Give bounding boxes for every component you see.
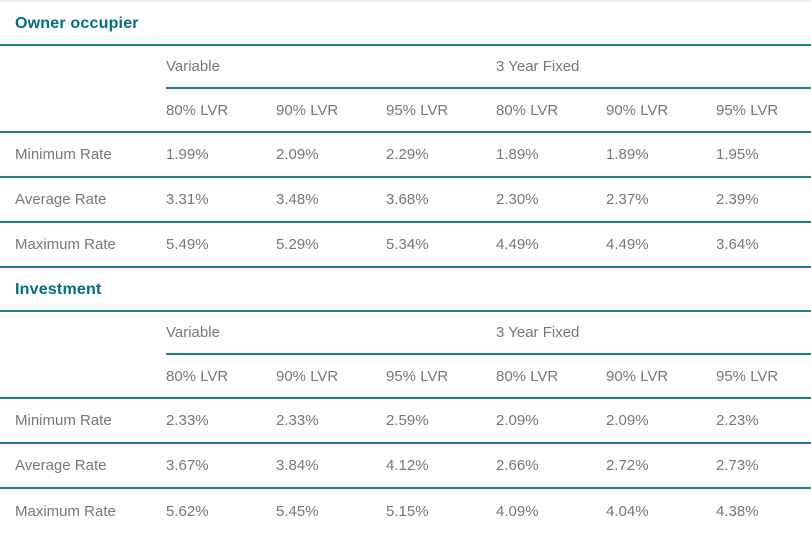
rate-value: 1.99%	[166, 146, 209, 163]
table-row-average-rate: Average Rate 3.31% 3.48% 3.68% 2.30% 2.3…	[0, 178, 811, 223]
rate-value: 3.64%	[716, 236, 759, 253]
rate-value: 4.49%	[496, 236, 539, 253]
group-header-3-year-fixed: 3 Year Fixed	[496, 312, 811, 355]
column-header-spacer	[0, 355, 166, 397]
rate-value: 2.37%	[606, 191, 649, 208]
rate-value: 2.09%	[606, 412, 649, 429]
column-header-fixed-95-lvr: 95% LVR	[716, 367, 779, 385]
rate-value: 4.49%	[606, 236, 649, 253]
column-header-variable-90-lvr: 90% LVR	[276, 367, 339, 385]
rate-value: 5.29%	[276, 236, 319, 253]
column-header-spacer	[0, 89, 166, 131]
rate-value: 3.48%	[276, 191, 319, 208]
table-row-average-rate: Average Rate 3.67% 3.84% 4.12% 2.66% 2.7…	[0, 444, 811, 489]
table-title-owner-occupier: Owner occupier	[0, 2, 811, 46]
rate-value: 3.68%	[386, 191, 429, 208]
row-label: Minimum Rate	[15, 146, 112, 163]
row-label: Average Rate	[15, 457, 107, 474]
table-row-maximum-rate: Maximum Rate 5.62% 5.45% 5.15% 4.09% 4.0…	[0, 489, 811, 534]
rate-value: 3.67%	[166, 457, 209, 474]
rate-value: 2.30%	[496, 191, 539, 208]
investment-rate-table: Investment Variable 3 Year Fixed 80% LVR…	[0, 268, 811, 534]
rate-value: 4.04%	[606, 503, 649, 520]
rate-value: 5.62%	[166, 503, 209, 520]
column-header-fixed-90-lvr: 90% LVR	[606, 101, 669, 119]
group-header-row: Variable 3 Year Fixed	[0, 46, 811, 89]
group-header-row: Variable 3 Year Fixed	[0, 312, 811, 355]
rate-value: 3.31%	[166, 191, 209, 208]
row-label: Minimum Rate	[15, 412, 112, 429]
rate-value: 2.72%	[606, 457, 649, 474]
table-row-maximum-rate: Maximum Rate 5.49% 5.29% 5.34% 4.49% 4.4…	[0, 223, 811, 268]
rate-value: 2.09%	[276, 146, 319, 163]
table-row-minimum-rate: Minimum Rate 1.99% 2.09% 2.29% 1.89% 1.8…	[0, 133, 811, 178]
column-header-row: 80% LVR 90% LVR 95% LVR 80% LVR 90% LVR …	[0, 355, 811, 399]
table-title-investment: Investment	[0, 268, 811, 312]
group-header-spacer	[0, 312, 166, 355]
rate-value: 5.49%	[166, 236, 209, 253]
rate-value: 2.33%	[166, 412, 209, 429]
column-header-fixed-80-lvr: 80% LVR	[496, 367, 559, 385]
rate-value: 5.45%	[276, 503, 319, 520]
column-header-variable-80-lvr: 80% LVR	[166, 367, 229, 385]
column-header-fixed-90-lvr: 90% LVR	[606, 367, 669, 385]
rate-value: 4.09%	[496, 503, 539, 520]
rate-value: 5.15%	[386, 503, 429, 520]
rate-value: 1.95%	[716, 146, 759, 163]
rate-value: 2.66%	[496, 457, 539, 474]
rate-value: 2.09%	[496, 412, 539, 429]
group-header-3-year-fixed: 3 Year Fixed	[496, 46, 811, 89]
rate-value: 2.29%	[386, 146, 429, 163]
table-row-minimum-rate: Minimum Rate 2.33% 2.33% 2.59% 2.09% 2.0…	[0, 399, 811, 444]
owner-occupier-rate-table: Owner occupier Variable 3 Year Fixed 80%…	[0, 2, 811, 268]
column-header-variable-95-lvr: 95% LVR	[386, 101, 449, 119]
rates-page: Owner occupier Variable 3 Year Fixed 80%…	[0, 0, 811, 534]
row-label: Maximum Rate	[15, 503, 116, 520]
column-header-variable-95-lvr: 95% LVR	[386, 367, 449, 385]
rate-value: 2.59%	[386, 412, 429, 429]
rate-value: 3.84%	[276, 457, 319, 474]
rate-value: 5.34%	[386, 236, 429, 253]
rate-value: 1.89%	[496, 146, 539, 163]
rate-value: 2.33%	[276, 412, 319, 429]
row-label: Average Rate	[15, 191, 107, 208]
group-header-variable: Variable	[166, 46, 496, 89]
row-label: Maximum Rate	[15, 236, 116, 253]
group-header-variable: Variable	[166, 312, 496, 355]
column-header-variable-90-lvr: 90% LVR	[276, 101, 339, 119]
rate-value: 4.12%	[386, 457, 429, 474]
column-header-fixed-95-lvr: 95% LVR	[716, 101, 779, 119]
rate-value: 2.23%	[716, 412, 759, 429]
group-header-spacer	[0, 46, 166, 89]
rate-value: 2.73%	[716, 457, 759, 474]
rate-value: 2.39%	[716, 191, 759, 208]
column-header-variable-80-lvr: 80% LVR	[166, 101, 229, 119]
rate-value: 1.89%	[606, 146, 649, 163]
column-header-row: 80% LVR 90% LVR 95% LVR 80% LVR 90% LVR …	[0, 89, 811, 133]
rate-value: 4.38%	[716, 503, 759, 520]
column-header-fixed-80-lvr: 80% LVR	[496, 101, 559, 119]
